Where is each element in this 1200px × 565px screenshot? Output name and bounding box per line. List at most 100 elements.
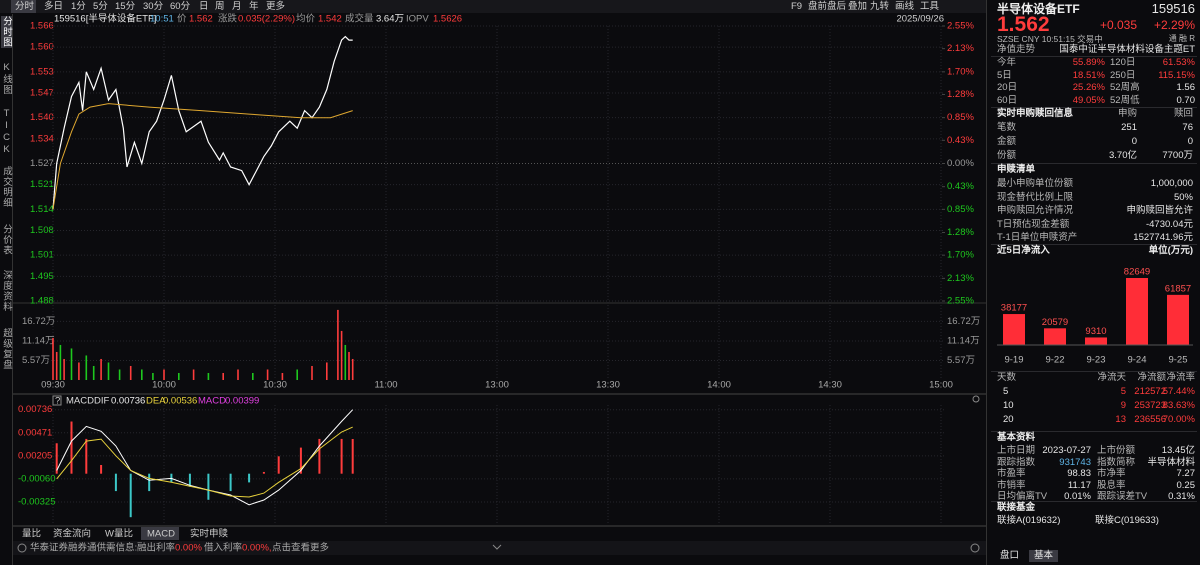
basic-label: 跟踪误差TV xyxy=(1097,491,1148,502)
side-tab[interactable]: 分时图 xyxy=(1,16,12,48)
toolbar-tab[interactable]: 30分 xyxy=(143,1,164,12)
bottom-tab[interactable]: 实时申赎 xyxy=(190,528,229,540)
toolbar-tool[interactable]: 叠加 xyxy=(848,1,867,12)
basic-value: 13.45亿 xyxy=(1161,445,1195,456)
status-text[interactable]: 点击查看更多 xyxy=(272,542,329,554)
info-avg-label: 均价 xyxy=(296,13,316,25)
toolbar-tab[interactable]: 5分 xyxy=(93,1,108,12)
y2-tick-label: 0.85% xyxy=(947,204,974,215)
nav-index: 国泰中证半导体材料设备主题ET xyxy=(1059,44,1195,55)
info-price: 1.562 xyxy=(189,14,213,25)
macd-tick-label: -0.00325 xyxy=(18,496,56,507)
separator xyxy=(991,431,1197,432)
perf-label: 250日 xyxy=(1110,69,1136,81)
inflow-bar xyxy=(1085,337,1107,345)
y-tick-label: 1.514 xyxy=(30,204,54,215)
volume-bar xyxy=(129,365,132,380)
macd-legend: DEA xyxy=(146,396,166,407)
toolbar-tab[interactable]: 多日 xyxy=(44,0,63,12)
row-value: 1,000,000 xyxy=(1150,178,1193,189)
vol-tick-label: 11.14万 xyxy=(947,335,980,346)
toolbar-tool[interactable]: 工具 xyxy=(920,1,940,12)
panel-tab[interactable]: 基本 xyxy=(1029,550,1059,562)
x-tick-label: 13:30 xyxy=(596,380,620,391)
bottom-tab[interactable]: W量比 xyxy=(105,528,133,540)
basic-value: 0.01% xyxy=(1064,491,1091,502)
status-text: 华泰证券融券通供需信息: xyxy=(30,542,137,554)
y-tick-label: 1.488 xyxy=(30,296,54,307)
table-cell: 5 xyxy=(1120,386,1126,397)
basic-label: 指数简称 xyxy=(1097,456,1136,468)
volume-bar xyxy=(178,372,180,380)
x-tick-label: 14:00 xyxy=(707,380,731,391)
y-tick-label: 1.508 xyxy=(30,225,54,236)
volume-bar xyxy=(337,309,339,380)
table-header: 天数 xyxy=(997,372,1017,383)
nav-title: 净值走势 xyxy=(997,44,1036,55)
inflow-value-label: 82649 xyxy=(1124,267,1150,278)
toolbar-tab[interactable]: 日 xyxy=(199,1,209,12)
quote-panel: 半导体设备ETF 159516 1.562 +0.035 +2.29% SZSE CNY … xyxy=(986,0,1200,565)
y-tick-label: 1.547 xyxy=(30,88,54,99)
basic-label: 市销率 xyxy=(997,479,1026,491)
side-tab[interactable]: K线图 xyxy=(1,62,12,95)
feeder-link[interactable]: 联接C(019633) xyxy=(1095,515,1159,526)
vol-tick-label: 5.57万 xyxy=(22,355,50,366)
macd-bar xyxy=(318,438,321,474)
toolbar-tab[interactable]: 周 xyxy=(215,1,225,12)
toolbar-tool[interactable]: 画线 xyxy=(895,0,915,12)
bottom-tab[interactable]: 资金流向 xyxy=(53,528,91,540)
fund-code: 159516 xyxy=(1151,1,1195,16)
collapse-icon[interactable] xyxy=(492,544,502,550)
info-code: 159516[半导体设备ETF] xyxy=(54,13,156,25)
toolbar-tab[interactable]: 年 xyxy=(249,0,259,12)
basic-value: 98.83 xyxy=(1067,468,1091,479)
row-label: 笔数 xyxy=(997,122,1017,133)
bottom-tab[interactable]: MACD xyxy=(147,529,175,540)
toolbar-tab[interactable]: 更多 xyxy=(266,0,285,12)
x-tick-label: 13:00 xyxy=(485,380,509,391)
row-label: 金额 xyxy=(997,136,1017,147)
feeder-link[interactable]: 联接A(019632) xyxy=(997,515,1061,526)
side-tab[interactable]: 超级复盘 xyxy=(1,328,12,370)
y2-tick-label: 1.70% xyxy=(947,66,974,77)
toolbar-tab[interactable]: 月 xyxy=(232,1,242,12)
volume-bar xyxy=(207,372,210,380)
basic-label: 上市份额 xyxy=(1097,445,1136,456)
side-tab[interactable]: 分价表 xyxy=(1,224,12,256)
y-tick-label: 1.560 xyxy=(30,42,54,53)
macd-tick-label: 0.00736 xyxy=(18,404,52,415)
side-tab[interactable]: 成交明细 xyxy=(1,166,12,208)
basic-label: 股息率 xyxy=(1097,479,1126,491)
perf-label: 60日 xyxy=(997,94,1018,106)
info-iopv-label: IOPV xyxy=(406,14,429,25)
toolbar-tab[interactable]: 15分 xyxy=(115,1,136,12)
side-tab[interactable]: 深度资料 xyxy=(1,270,12,312)
macd-bar xyxy=(55,443,58,474)
toolbar-tab[interactable]: 分时 xyxy=(15,0,35,12)
close-icon[interactable] xyxy=(970,543,980,553)
y2-tick-label: 1.28% xyxy=(947,89,974,100)
separator xyxy=(991,371,1197,372)
volume-bar xyxy=(118,369,121,380)
toolbar-tool[interactable]: 盘前盘后 xyxy=(808,0,847,12)
bottom-tab[interactable]: 量比 xyxy=(22,528,41,540)
settings-icon[interactable] xyxy=(972,395,980,403)
row-value: 50% xyxy=(1173,191,1193,203)
toolbar-tab[interactable]: 1分 xyxy=(71,1,86,12)
row-label: T-1日单位申赎资产 xyxy=(997,232,1078,243)
toolbar-tool[interactable]: 九转 xyxy=(870,0,890,12)
macd-bar xyxy=(262,471,265,474)
row-value: 申购赎回皆允许 xyxy=(1126,205,1193,216)
info-time: 10:51 xyxy=(150,14,174,25)
toolbar-tool[interactable]: F9 xyxy=(791,1,802,12)
x-tick-label: 11:00 xyxy=(374,380,397,391)
volume-bar xyxy=(70,348,73,380)
side-tab[interactable]: TICK xyxy=(1,108,12,156)
panel-tab[interactable]: 盘口 xyxy=(1000,550,1020,561)
macd-tick-label: 0.00471 xyxy=(18,427,52,438)
row-value: 251 xyxy=(1121,122,1137,133)
toolbar-tab[interactable]: 60分 xyxy=(170,1,191,12)
vol-tick-label: 11.14万 xyxy=(22,335,55,346)
x-tick-label: 10:00 xyxy=(152,380,176,391)
